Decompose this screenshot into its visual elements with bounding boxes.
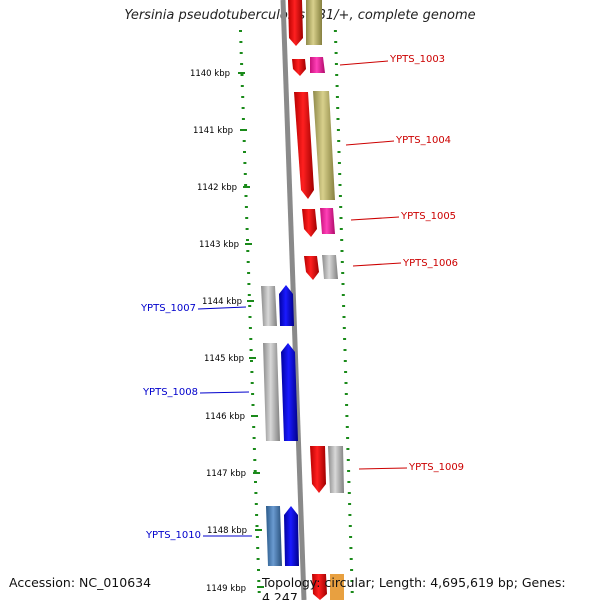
gene-YPTS_1007[interactable]: YPTS_1007 [140,285,294,326]
svg-text:YPTS_1006: YPTS_1006 [402,258,458,269]
dotted-track-right [333,30,354,593]
svg-text:1147 kbp: 1147 kbp [206,469,246,479]
scale-tick-1140: 1140 kbp [190,69,245,79]
gene-top-partial[interactable] [288,0,322,46]
gene-YPTS_1005[interactable]: YPTS_1005 [302,208,456,237]
svg-text:YPTS_1010: YPTS_1010 [145,530,201,541]
svg-text:YPTS_1005: YPTS_1005 [400,211,456,222]
svg-text:1146 kbp: 1146 kbp [205,412,245,422]
svg-text:YPTS_1007: YPTS_1007 [140,303,196,314]
gene-YPTS_1010[interactable]: YPTS_1010 [145,506,299,566]
svg-text:1143 kbp: 1143 kbp [199,240,239,250]
svg-text:1149 kbp: 1149 kbp [206,584,246,594]
genome-summary: Topology: circular; Length: 4,695,619 bp… [262,575,566,600]
accession-label: Accession: NC_010634 [9,575,152,590]
dotted-track-left [239,30,261,593]
svg-text:YPTS_1008: YPTS_1008 [142,387,198,398]
scale-tick-1145: 1145 kbp [204,354,256,364]
svg-text:1144 kbp: 1144 kbp [202,297,242,307]
scale-tick-1148: 1148 kbp [207,526,262,536]
gene-YPTS_1006[interactable]: YPTS_1006 [304,255,458,280]
svg-text:1140 kbp: 1140 kbp [190,69,230,79]
scale-tick-1143: 1143 kbp [199,240,252,250]
gene-YPTS_1004[interactable]: YPTS_1004 [294,91,451,200]
svg-text:1142 kbp: 1142 kbp [197,183,237,193]
scale-tick-1146: 1146 kbp [205,412,258,422]
gene-bottom-partial[interactable] [312,574,344,600]
scale-tick-1144: 1144 kbp [202,297,254,307]
scale-tick-1147: 1147 kbp [206,469,260,479]
svg-text:1148 kbp: 1148 kbp [207,526,247,536]
scale-ticks: 1140 kbp 1141 kbp 1142 kbp 1143 kbp 1144… [190,69,264,594]
gene-YPTS_1003[interactable]: YPTS_1003 [292,54,445,76]
svg-text:1145 kbp: 1145 kbp [204,354,244,364]
svg-text:YPTS_1009: YPTS_1009 [408,462,464,473]
gene-YPTS_1009[interactable]: YPTS_1009 [310,446,464,493]
scale-tick-1142: 1142 kbp [197,183,250,193]
svg-text:YPTS_1004: YPTS_1004 [395,135,451,146]
scale-tick-1149: 1149 kbp [206,584,264,594]
scale-tick-1141: 1141 kbp [193,126,247,136]
genome-backbone [280,0,307,600]
gene-YPTS_1008[interactable]: YPTS_1008 [142,343,298,441]
svg-text:1141 kbp: 1141 kbp [193,126,233,136]
svg-text:YPTS_1003: YPTS_1003 [389,54,445,65]
